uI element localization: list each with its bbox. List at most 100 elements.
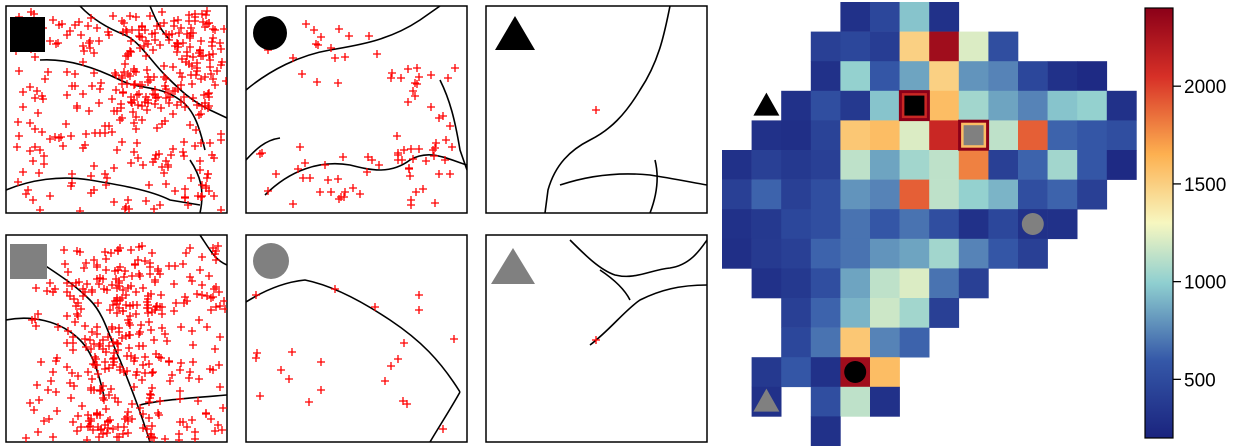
point-marker [432, 139, 440, 147]
point-marker [90, 69, 98, 77]
heatmap-cell [781, 298, 812, 328]
point-marker [191, 142, 199, 150]
point-marker [289, 200, 297, 208]
point-marker [75, 278, 83, 286]
point-marker [317, 358, 325, 366]
heatmap-cell [988, 31, 1019, 62]
point-marker [177, 323, 185, 331]
heatmap-cell [899, 179, 930, 210]
point-marker [130, 119, 138, 127]
point-marker [149, 90, 157, 98]
heatmap-cell [870, 90, 900, 121]
point-marker [306, 174, 314, 182]
point-marker [212, 303, 220, 311]
point-marker [126, 12, 134, 20]
point-marker [47, 377, 55, 385]
point-marker [116, 366, 124, 374]
point-marker [134, 154, 142, 162]
point-marker [127, 98, 135, 106]
heatmap-cell [1077, 150, 1108, 180]
point-marker [158, 324, 166, 332]
point-marker [419, 185, 427, 193]
data-points [256, 20, 459, 209]
heatmap-cell [840, 268, 871, 299]
data-points [12, 7, 227, 213]
point-marker [321, 161, 329, 169]
point-marker [393, 132, 401, 140]
heatmap-marker-square [963, 125, 984, 146]
point-marker [72, 302, 80, 310]
point-marker [63, 31, 71, 39]
point-marker [363, 168, 371, 176]
point-marker [163, 337, 171, 345]
point-marker [46, 135, 54, 143]
point-marker [146, 259, 154, 267]
point-marker [427, 103, 435, 111]
point-marker [442, 136, 450, 144]
point-marker [143, 106, 151, 114]
point-marker [99, 382, 107, 390]
heatmap-cell [929, 31, 960, 62]
point-marker [36, 206, 44, 213]
heatmap-cell [958, 238, 989, 269]
heatmap-cell [722, 179, 752, 210]
point-marker [450, 335, 458, 343]
point-marker [71, 70, 79, 78]
point-marker [79, 285, 87, 293]
point-marker [127, 282, 135, 290]
heatmap-cell [1077, 61, 1108, 92]
point-marker [84, 22, 92, 30]
point-marker [138, 116, 146, 124]
black-triangle-symbol [495, 16, 535, 50]
heatmap-cell [929, 61, 960, 92]
point-marker [135, 90, 143, 98]
point-marker [138, 81, 146, 89]
point-marker [155, 411, 163, 419]
point-marker [209, 50, 217, 58]
heatmap-cell [751, 179, 782, 210]
point-marker [147, 290, 155, 298]
point-marker [193, 101, 201, 109]
point-marker [181, 193, 189, 201]
point-marker [90, 162, 98, 170]
point-marker [184, 201, 192, 209]
point-marker [132, 288, 140, 296]
point-marker [120, 68, 128, 76]
heatmap-cell [781, 90, 812, 121]
point-marker [177, 81, 185, 89]
point-marker [13, 143, 21, 151]
point-marker [32, 322, 40, 330]
point-marker [211, 26, 219, 34]
point-marker [54, 39, 62, 47]
point-marker [81, 335, 89, 343]
point-marker [135, 270, 143, 278]
point-marker [117, 104, 125, 112]
point-marker [186, 121, 194, 129]
point-marker [157, 104, 165, 112]
point-marker [131, 80, 139, 88]
point-marker [258, 149, 266, 157]
point-marker [151, 155, 159, 163]
point-marker [411, 92, 419, 100]
point-marker [126, 321, 134, 329]
point-marker [123, 413, 131, 421]
colorbar-tick-label: 500 [1184, 370, 1216, 391]
point-marker [89, 426, 97, 434]
point-marker [407, 201, 415, 209]
point-marker [150, 336, 158, 344]
point-marker [179, 148, 187, 156]
point-marker [176, 395, 184, 403]
marker-outline [958, 119, 990, 151]
point-marker [186, 368, 194, 376]
point-marker [122, 52, 130, 60]
point-marker [186, 43, 194, 51]
heatmap-cell [810, 209, 841, 240]
heatmap-cell [781, 268, 812, 299]
heatmap-cell [870, 31, 900, 62]
point-marker [153, 124, 161, 132]
point-marker [209, 75, 217, 83]
point-marker [124, 70, 132, 78]
point-marker [312, 40, 320, 48]
point-marker [191, 435, 199, 442]
point-marker [394, 149, 402, 157]
